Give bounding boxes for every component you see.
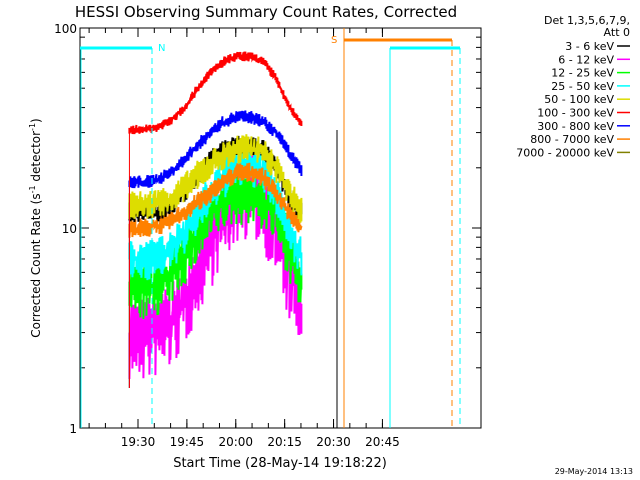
x-tick-label: 20:15 [267,435,302,449]
x-tick-label: 20:00 [218,435,253,449]
saa-flag-label: S [331,35,337,46]
y-axis-label-sup2: -1 [28,123,37,131]
series-line-2 [128,167,303,320]
legend-label-7: 800 - 7000 keV [530,133,614,146]
legend-label-1: 6 - 12 keV [558,53,614,66]
x-tick-label: 20:45 [365,435,400,449]
x-axis-label: Start Time (28-May-14 19:18:22) [173,456,387,471]
legend-header-line-2: Att 0 [604,26,630,39]
legend-label-6: 300 - 800 keV [537,120,614,133]
series-line-5 [128,51,303,135]
x-tick-label: 20:30 [316,435,351,449]
legend-label-0: 3 - 6 keV [565,40,614,53]
series-layer [128,51,338,428]
legend-label-2: 12 - 25 keV [551,67,614,80]
legend-label-4: 50 - 100 keV [544,93,614,106]
y-axis-label-mid: detector [29,131,43,186]
series-line-7 [128,162,303,238]
y-axis-label-main: Corrected Count Rate (s [29,193,43,337]
series-line-4 [128,134,303,223]
y-tick-label: 1 [69,422,77,436]
legend-label-8: 7000 - 20000 keV [516,146,614,159]
y-axis-label: Corrected Count Rate (s-1 detector-1) [28,118,43,337]
footer-date: 29-May-2014 13:13 [555,467,633,476]
series-line-6 [128,110,303,189]
y-axis-label-end: ) [29,118,43,123]
x-tick-label: 19:45 [170,435,205,449]
x-tick-label: 19:30 [121,435,156,449]
axis-ticks: 19:30 19:45 20:00 20:15 20:30 20:45 100 10 1 [54,22,481,449]
annotation-layer: NS [80,28,461,428]
night-flag-label: N [158,43,165,54]
y-tick-label: 10 [62,222,77,236]
legend-label-3: 25 - 50 keV [551,80,614,93]
y-axis-label-sup1: -1 [28,185,37,193]
y-tick-label: 100 [54,22,77,36]
chart-title: HESSI Observing Summary Count Rates, Cor… [75,3,457,21]
legend-header-line-1: Det 1,3,5,6,7,9, [544,14,630,27]
legend-label-5: 100 - 300 keV [537,107,614,120]
